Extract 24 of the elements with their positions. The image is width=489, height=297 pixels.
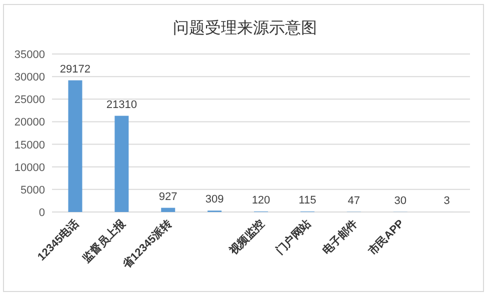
x-tick-label: 门户网站 [273, 216, 314, 258]
bar [161, 208, 176, 212]
y-tick-label: 25000 [14, 94, 45, 106]
y-tick-label: 0 [38, 207, 45, 219]
data-label: 3 [444, 194, 450, 207]
data-label: 47 [348, 194, 360, 207]
x-tick-label: 视频监控 [226, 216, 268, 258]
y-tick-label: 15000 [14, 139, 45, 152]
y-tick-label: 20000 [14, 116, 45, 129]
y-tick-label: 30000 [14, 72, 45, 84]
bar [68, 80, 82, 212]
y-tick-label: 5000 [20, 184, 45, 196]
bar [114, 116, 129, 212]
data-label: 309 [205, 194, 224, 206]
x-tick-label: 电子邮件 [320, 216, 360, 258]
data-label: 115 [298, 194, 316, 206]
data-label: 30 [394, 194, 406, 207]
data-label: 21310 [106, 98, 137, 111]
y-tick-label: 35000 [14, 49, 45, 61]
data-label: 29172 [60, 63, 91, 76]
chart-title: 问题受理来源示意图 [173, 19, 317, 37]
y-tick-label: 10000 [14, 162, 45, 174]
data-label: 927 [158, 190, 178, 203]
data-label: 120 [252, 194, 270, 206]
